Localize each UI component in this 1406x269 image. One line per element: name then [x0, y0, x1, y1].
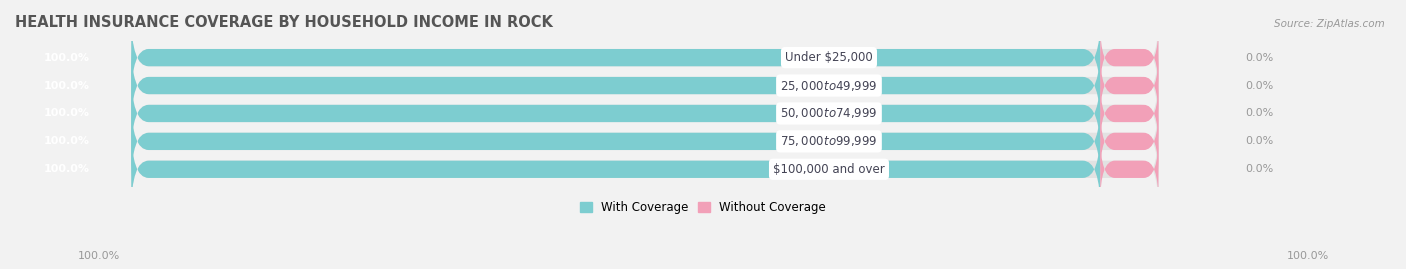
Text: $50,000 to $74,999: $50,000 to $74,999 — [780, 107, 877, 121]
Text: Under $25,000: Under $25,000 — [785, 51, 873, 64]
FancyBboxPatch shape — [131, 16, 1159, 99]
FancyBboxPatch shape — [1101, 136, 1159, 203]
Legend: With Coverage, Without Coverage: With Coverage, Without Coverage — [579, 201, 827, 214]
FancyBboxPatch shape — [1101, 24, 1159, 91]
Text: 100.0%: 100.0% — [44, 108, 90, 118]
Text: $25,000 to $49,999: $25,000 to $49,999 — [780, 79, 877, 93]
Text: 100.0%: 100.0% — [1286, 251, 1329, 261]
FancyBboxPatch shape — [1101, 80, 1159, 147]
FancyBboxPatch shape — [1101, 52, 1159, 119]
Text: $100,000 and over: $100,000 and over — [773, 163, 884, 176]
Text: 0.0%: 0.0% — [1246, 108, 1274, 118]
FancyBboxPatch shape — [131, 128, 1101, 211]
FancyBboxPatch shape — [131, 128, 1159, 211]
FancyBboxPatch shape — [131, 100, 1159, 183]
FancyBboxPatch shape — [1101, 108, 1159, 175]
Text: 100.0%: 100.0% — [77, 251, 120, 261]
FancyBboxPatch shape — [131, 72, 1159, 155]
Text: 0.0%: 0.0% — [1246, 53, 1274, 63]
FancyBboxPatch shape — [131, 44, 1159, 127]
FancyBboxPatch shape — [131, 72, 1101, 155]
Text: HEALTH INSURANCE COVERAGE BY HOUSEHOLD INCOME IN ROCK: HEALTH INSURANCE COVERAGE BY HOUSEHOLD I… — [15, 15, 553, 30]
Text: 100.0%: 100.0% — [44, 80, 90, 91]
Text: 0.0%: 0.0% — [1246, 136, 1274, 146]
Text: $75,000 to $99,999: $75,000 to $99,999 — [780, 134, 877, 148]
FancyBboxPatch shape — [131, 100, 1101, 183]
FancyBboxPatch shape — [131, 16, 1101, 99]
Text: 100.0%: 100.0% — [44, 164, 90, 174]
FancyBboxPatch shape — [131, 44, 1101, 127]
Text: 100.0%: 100.0% — [44, 136, 90, 146]
Text: 0.0%: 0.0% — [1246, 164, 1274, 174]
Text: 100.0%: 100.0% — [44, 53, 90, 63]
Text: Source: ZipAtlas.com: Source: ZipAtlas.com — [1274, 19, 1385, 29]
Text: 0.0%: 0.0% — [1246, 80, 1274, 91]
